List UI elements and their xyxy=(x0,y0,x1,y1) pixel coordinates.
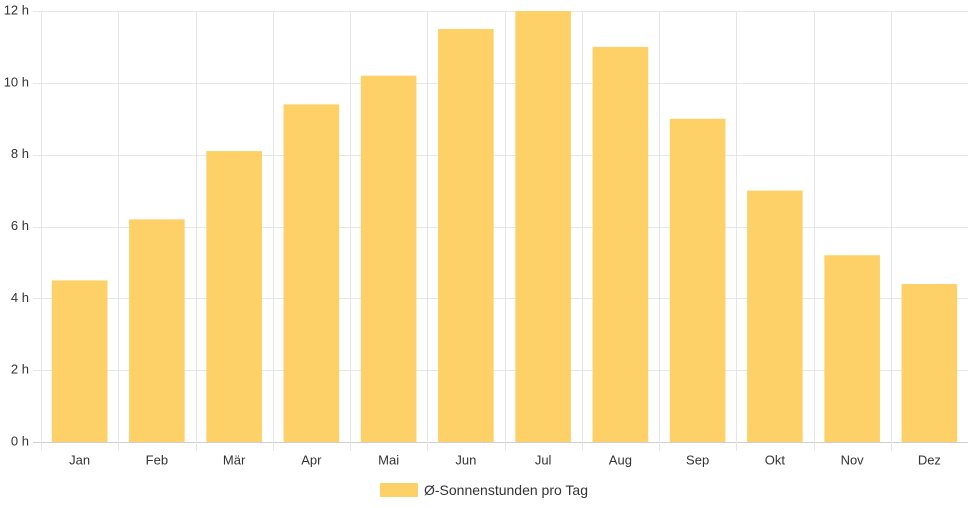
y-tick-label: 10 h xyxy=(4,74,29,89)
y-tick-label: 12 h xyxy=(4,2,29,17)
bar xyxy=(206,151,262,442)
bar xyxy=(747,190,803,442)
bar xyxy=(438,28,494,442)
bar xyxy=(824,255,880,442)
legend-swatch xyxy=(380,483,418,497)
x-tick-label: Mär xyxy=(223,452,246,467)
bar xyxy=(669,118,726,442)
bar xyxy=(515,11,571,442)
bar xyxy=(129,219,185,442)
x-tick-label: Dez xyxy=(918,452,941,467)
bar xyxy=(51,280,108,442)
x-tick-label: Feb xyxy=(146,452,168,467)
x-tick-label: Aug xyxy=(609,452,632,467)
y-tick-label: 2 h xyxy=(11,362,29,377)
x-tick-label: Jan xyxy=(69,452,90,467)
y-tick-label: 0 h xyxy=(11,433,29,448)
x-tick-label: Sep xyxy=(686,452,709,467)
x-tick-label: Nov xyxy=(841,452,865,467)
x-tick-label: Jul xyxy=(535,452,552,467)
bar xyxy=(901,283,958,442)
bar xyxy=(592,46,649,443)
legend[interactable]: Ø-Sonnenstunden pro Tag xyxy=(0,480,968,500)
bar xyxy=(283,104,340,442)
x-tick-label: Apr xyxy=(301,452,322,467)
y-tick-label: 8 h xyxy=(11,146,29,161)
x-tick-label: Jun xyxy=(455,452,476,467)
y-tick-label: 4 h xyxy=(11,290,29,305)
legend-label: Ø-Sonnenstunden pro Tag xyxy=(424,482,588,498)
x-tick-label: Mai xyxy=(378,452,399,467)
bar-chart: 0 h 2 h 4 h 6 h 8 h 10 h 12 h Jan Feb Mär Apr Mai Ju… xyxy=(4,2,968,467)
bar xyxy=(360,75,417,443)
x-tick-label: Okt xyxy=(765,452,786,467)
y-tick-label: 6 h xyxy=(11,218,29,233)
